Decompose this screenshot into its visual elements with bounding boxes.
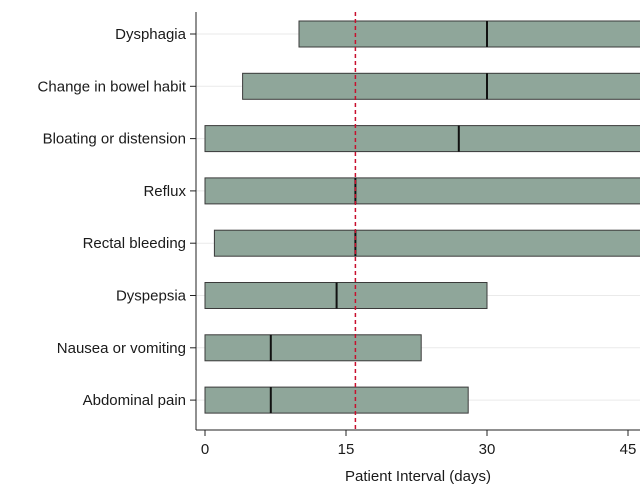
box (204, 386, 469, 414)
x-tick-label: 0 (201, 441, 209, 458)
x-tick-label: 30 (479, 441, 496, 458)
category-label: Dyspepsia (116, 288, 187, 305)
box (204, 282, 488, 309)
category-label: Bloating or distension (43, 131, 186, 148)
box (204, 177, 640, 205)
box (213, 229, 640, 257)
box (242, 72, 640, 100)
x-tick-label: 45 (620, 441, 637, 458)
category-label: Reflux (143, 183, 186, 200)
boxes (204, 20, 640, 414)
axes (190, 12, 640, 436)
box (298, 20, 640, 48)
x-tick-label: 15 (338, 441, 355, 458)
x-tick-labels: 0153045607590 (201, 441, 637, 458)
x-axis-title: Patient Interval (days) (345, 468, 491, 485)
category-label: Change in bowel habit (38, 78, 187, 95)
category-label: Abdominal pain (83, 392, 186, 409)
box (204, 334, 422, 362)
box (204, 125, 640, 153)
category-label: Dysphagia (115, 26, 187, 43)
category-label: Nausea or vomiting (57, 340, 186, 357)
category-label: Rectal bleeding (83, 235, 186, 252)
category-labels: Dysphagia Change in bowel habit Bloating o… (38, 26, 187, 409)
